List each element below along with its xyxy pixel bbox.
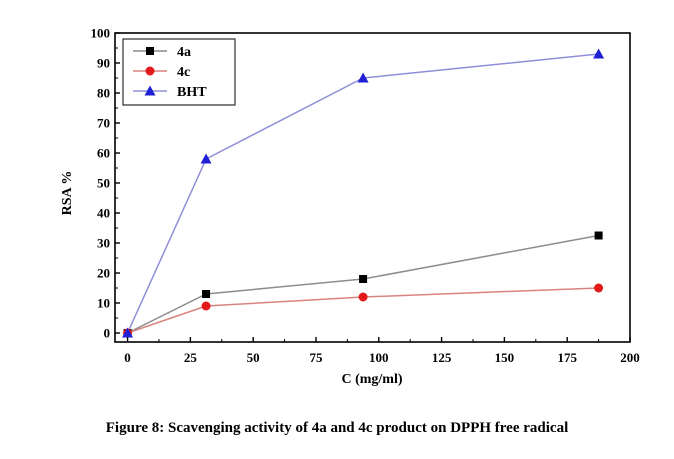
- data-point-4a: [594, 231, 603, 240]
- x-tick-label: 175: [557, 350, 577, 365]
- axes-group: 0 25 50 75 100 125 150 175 200 0 10 20 30 40 50 60 70 80 9…: [91, 26, 640, 366]
- chart-container: 0 25 50 75 100 125 150 175 200 0 10 20 30 40 50 60 70 80 9…: [60, 26, 640, 388]
- data-point-bht: [122, 327, 134, 338]
- series-line-4c: [127, 287, 599, 334]
- legend-marker-4a: [146, 47, 154, 55]
- data-point-bht: [200, 153, 212, 164]
- data-point-4c: [201, 301, 211, 311]
- y-tick-label: 80: [97, 86, 110, 101]
- data-point-4c: [358, 292, 368, 302]
- series-line-bht: [126, 53, 599, 334]
- data-point-bht: [357, 72, 369, 83]
- y-tick-label: 100: [91, 26, 111, 41]
- legend-label-4a: 4a: [177, 45, 191, 60]
- x-tick-label: 75: [309, 350, 323, 365]
- legend-box: [122, 38, 236, 106]
- plot-frame: [114, 32, 631, 343]
- data-point-bht: [593, 48, 605, 59]
- figure-caption: Figure 8: Scavenging activity of 4a and …: [105, 420, 569, 436]
- legend-marker-bht: [144, 85, 156, 96]
- y-axis-title: RSA %: [60, 171, 75, 216]
- x-tick-label: 100: [369, 350, 389, 365]
- y-tick-label: 50: [97, 176, 110, 191]
- y-tick-label: 10: [97, 296, 110, 311]
- x-tick-label: 200: [620, 350, 640, 365]
- series-lines-group: [126, 53, 599, 334]
- series-markers-group: [122, 48, 605, 338]
- x-tick-label: 150: [495, 350, 515, 365]
- x-tick-label: 25: [184, 350, 198, 365]
- y-tick-label: 30: [97, 236, 110, 251]
- legend: 4a 4c BHT: [122, 38, 236, 106]
- x-tick-label: 0: [124, 350, 131, 365]
- legend-marker-4c: [145, 66, 155, 76]
- y-tick-label: 20: [97, 266, 110, 281]
- legend-label-bht: BHT: [177, 85, 207, 100]
- y-tick-label: 40: [97, 206, 110, 221]
- y-tick-label: 90: [97, 56, 110, 71]
- legend-label-4c: 4c: [177, 65, 190, 80]
- data-point-4a: [359, 275, 368, 283]
- y-tick-label: 0: [104, 326, 111, 341]
- x-axis-title: C (mg/ml): [341, 372, 402, 387]
- data-point-4c: [594, 283, 604, 293]
- line-chart: 0 25 50 75 100 125 150 175 200 0 10 20 30 40 50 60 70 80 9…: [60, 26, 640, 388]
- y-tick-label: 60: [97, 146, 110, 161]
- data-point-4a: [202, 290, 211, 298]
- x-tick-label: 125: [432, 350, 452, 365]
- y-tick-label: 70: [97, 116, 110, 131]
- series-line-4a: [127, 234, 599, 334]
- x-tick-label: 50: [247, 350, 260, 365]
